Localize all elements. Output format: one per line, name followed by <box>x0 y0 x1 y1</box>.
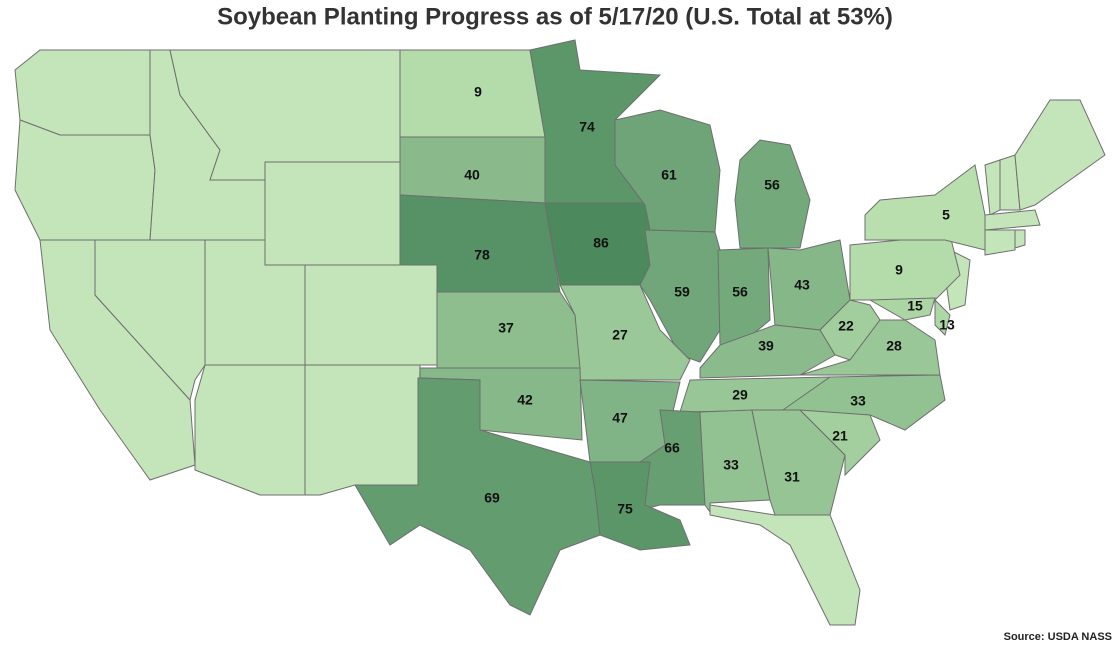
state <box>1014 99 1106 211</box>
state <box>354 377 601 616</box>
state <box>639 229 721 363</box>
states-no-data <box>14 49 1106 626</box>
value-label: 75 <box>617 501 633 517</box>
value-label: 61 <box>661 167 677 183</box>
value-label: 33 <box>723 457 739 473</box>
value-label: 15 <box>907 298 923 314</box>
state <box>304 264 438 366</box>
state <box>849 234 961 301</box>
state <box>264 161 401 266</box>
value-label: 39 <box>758 338 774 354</box>
value-label: 86 <box>593 235 609 251</box>
map-title: Soybean Planting Progress as of 5/17/20 … <box>217 3 893 30</box>
value-label: 78 <box>474 247 490 263</box>
value-label: 5 <box>942 207 950 223</box>
value-label: 28 <box>886 338 902 354</box>
value-label: 9 <box>895 262 903 278</box>
state <box>14 119 156 241</box>
state <box>984 159 1001 216</box>
value-label: 69 <box>484 490 500 506</box>
state <box>304 364 421 496</box>
state <box>1014 229 1026 249</box>
state <box>709 504 861 626</box>
value-label: 43 <box>794 277 810 293</box>
state <box>399 49 546 138</box>
state <box>734 139 811 249</box>
state <box>934 298 951 336</box>
value-label: 66 <box>664 440 680 456</box>
value-label: 42 <box>517 392 533 408</box>
value-label: 56 <box>764 177 780 193</box>
value-label: 37 <box>498 320 514 336</box>
state <box>699 324 836 379</box>
value-label: 29 <box>732 387 748 403</box>
state <box>984 229 1016 256</box>
value-label: 21 <box>832 428 848 444</box>
value-label: 13 <box>939 317 955 333</box>
state <box>864 164 986 251</box>
value-label: 59 <box>674 284 690 300</box>
state <box>798 409 881 477</box>
value-label: 33 <box>850 393 866 409</box>
states-data: 9 74 40 78 86 61 56 59 56 43 27 37 9 5 15 13 22 39 28 29 33 4… <box>354 39 986 616</box>
value-label: 31 <box>784 469 800 485</box>
state <box>436 291 581 369</box>
source: Source: USDA NASS <box>1004 631 1112 643</box>
value-label: 40 <box>464 167 480 183</box>
value-label: 9 <box>474 84 482 100</box>
state <box>868 297 936 321</box>
value-label: 47 <box>612 410 628 426</box>
value-label: 22 <box>838 318 854 334</box>
state <box>14 49 151 136</box>
value-label: 74 <box>579 119 595 135</box>
value-label: 56 <box>732 284 748 300</box>
value-label: 27 <box>612 327 628 343</box>
state <box>194 364 306 496</box>
